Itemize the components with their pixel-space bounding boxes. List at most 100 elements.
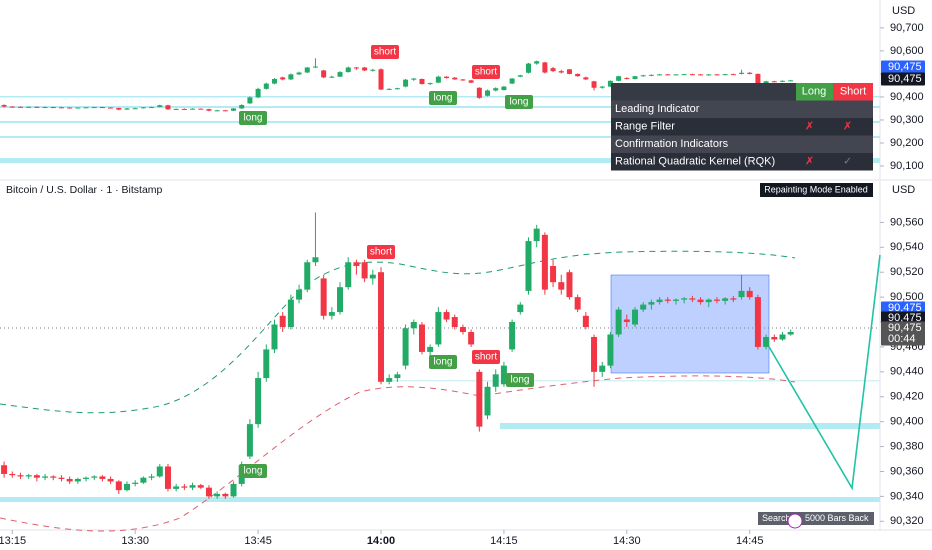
- candle-body-overview: [485, 90, 491, 96]
- candle-body: [771, 336, 778, 340]
- candle-body-overview: [214, 110, 220, 112]
- y-tick-label: 90,700: [890, 22, 924, 34]
- candle-body-overview: [99, 107, 105, 109]
- candle-body: [681, 298, 688, 300]
- candle-body: [222, 493, 229, 497]
- candle-body-overview: [779, 80, 785, 82]
- signal-label: short: [370, 247, 392, 258]
- candle-body-overview: [673, 74, 679, 76]
- candle-body-overview: [452, 77, 458, 80]
- candle-body: [66, 478, 73, 482]
- candle-body-overview: [206, 109, 212, 111]
- zone: [390, 380, 880, 382]
- candle-body: [205, 487, 212, 497]
- candle-body: [255, 378, 262, 425]
- x-tick-label: 13:15: [0, 535, 26, 547]
- y-tick-label: 90,560: [890, 216, 924, 228]
- candle-body: [296, 289, 303, 300]
- candle-body: [83, 477, 90, 479]
- candle-body-overview: [271, 78, 277, 84]
- candle-body: [328, 312, 335, 316]
- candle-body: [9, 473, 16, 476]
- candle-body: [132, 482, 139, 484]
- price-badge-label: 00:44: [888, 333, 916, 345]
- candle-body-overview: [616, 76, 622, 81]
- signal-box: [472, 350, 500, 364]
- candle-body: [386, 378, 393, 382]
- candle-body: [50, 476, 57, 478]
- candle-body-overview: [599, 86, 605, 88]
- candle-body-overview: [50, 107, 56, 109]
- candle-body-overview: [657, 74, 663, 76]
- candle-body: [697, 299, 704, 303]
- zone: [0, 158, 880, 163]
- signal-label: long: [511, 375, 530, 386]
- candle-body: [722, 298, 729, 301]
- candle-body-overview: [386, 88, 392, 90]
- signal-label: long: [244, 113, 263, 124]
- candle-body-overview: [353, 67, 359, 69]
- y-tick-label: 90,320: [890, 515, 924, 527]
- candle-body-overview: [362, 67, 368, 71]
- candle-body-overview: [542, 62, 548, 73]
- candle-body-overview: [689, 74, 695, 76]
- signal-label: long: [510, 97, 529, 108]
- signal-box: [472, 65, 500, 79]
- table-header: Long: [802, 86, 826, 98]
- candle-body: [378, 272, 385, 382]
- candle-body-overview: [640, 75, 646, 77]
- candle-body-overview: [550, 68, 556, 72]
- candle-body-overview: [9, 106, 15, 108]
- candle-body: [173, 486, 180, 489]
- price-badge: [881, 60, 925, 74]
- candle-body-overview: [370, 69, 376, 71]
- price-badge-label: 90,475: [888, 312, 922, 324]
- candle-body: [58, 477, 65, 479]
- candle-body: [287, 299, 294, 328]
- candle-body: [656, 299, 663, 303]
- candle-body: [25, 475, 32, 477]
- table-row: [611, 135, 873, 153]
- candle-body-overview: [255, 88, 261, 98]
- table-header: Short: [840, 86, 866, 98]
- candle-body: [214, 493, 221, 497]
- candle-body: [74, 478, 81, 482]
- candle-body-overview: [468, 80, 474, 83]
- candle-body: [197, 485, 204, 488]
- candle-body: [615, 309, 622, 335]
- candle-body: [509, 322, 516, 350]
- candle-body-overview: [607, 80, 613, 87]
- y-tick-label: 90,360: [890, 465, 924, 477]
- price-badge-label: 90,475: [888, 61, 922, 73]
- candle-body-overview: [132, 108, 138, 110]
- y-tick-label: 90,300: [890, 114, 924, 126]
- candle-body-overview: [304, 67, 310, 73]
- x-tick-label: 14:30: [613, 535, 641, 547]
- y-tick-label: 90,380: [890, 440, 924, 452]
- candle-body: [558, 282, 565, 290]
- candle-body: [230, 483, 237, 497]
- zone: [0, 497, 880, 502]
- candle-body-overview: [198, 108, 204, 110]
- price-badge-label: 90,475: [888, 73, 922, 85]
- signal-label: long: [434, 357, 453, 368]
- candle-body: [689, 298, 696, 300]
- candle-body-overview: [58, 107, 64, 109]
- candle-body: [713, 299, 720, 301]
- signal-box: [505, 95, 533, 109]
- candle-body-overview: [394, 88, 400, 90]
- candle-body: [541, 234, 548, 290]
- signal-box: [239, 111, 267, 125]
- candle-body-overview: [730, 74, 736, 76]
- candle-body: [263, 349, 270, 379]
- candle-body: [468, 331, 475, 345]
- x-tick-label: 13:45: [244, 535, 272, 547]
- candle-body: [533, 228, 540, 242]
- y-tick-label: 90,340: [890, 490, 924, 502]
- candle-body-overview: [263, 83, 269, 89]
- table-cell: ✗: [843, 121, 852, 133]
- y-tick-label: 90,520: [890, 266, 924, 278]
- candle-body-overview: [444, 76, 450, 79]
- candle-body-overview: [525, 63, 531, 73]
